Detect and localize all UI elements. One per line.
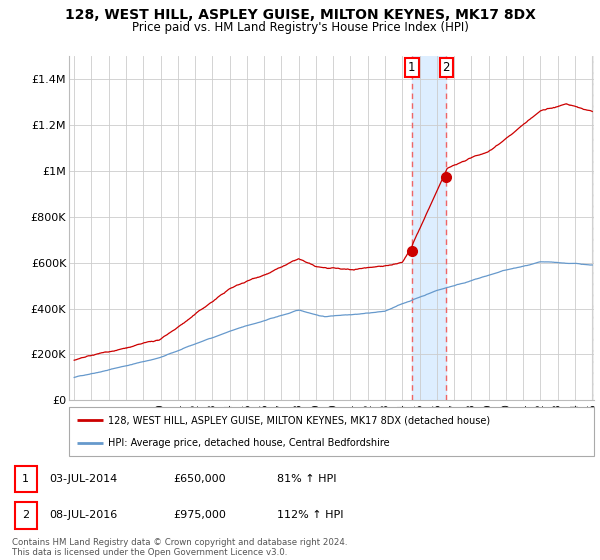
- Text: 1: 1: [408, 61, 416, 74]
- Text: 2: 2: [443, 61, 450, 74]
- Text: 1: 1: [22, 474, 29, 484]
- Text: 81% ↑ HPI: 81% ↑ HPI: [277, 474, 337, 484]
- Text: £975,000: £975,000: [173, 510, 226, 520]
- Text: 112% ↑ HPI: 112% ↑ HPI: [277, 510, 343, 520]
- Text: 03-JUL-2014: 03-JUL-2014: [49, 474, 118, 484]
- Bar: [15, 502, 37, 529]
- Text: Price paid vs. HM Land Registry's House Price Index (HPI): Price paid vs. HM Land Registry's House …: [131, 21, 469, 34]
- Bar: [592, 56, 599, 400]
- Text: 2: 2: [22, 510, 29, 520]
- Bar: [15, 466, 37, 492]
- Text: £650,000: £650,000: [173, 474, 226, 484]
- Text: Contains HM Land Registry data © Crown copyright and database right 2024.
This d: Contains HM Land Registry data © Crown c…: [12, 538, 347, 557]
- Text: 128, WEST HILL, ASPLEY GUISE, MILTON KEYNES, MK17 8DX (detached house): 128, WEST HILL, ASPLEY GUISE, MILTON KEY…: [109, 416, 491, 426]
- Text: 128, WEST HILL, ASPLEY GUISE, MILTON KEYNES, MK17 8DX: 128, WEST HILL, ASPLEY GUISE, MILTON KEY…: [65, 8, 535, 22]
- Text: 08-JUL-2016: 08-JUL-2016: [49, 510, 118, 520]
- Text: HPI: Average price, detached house, Central Bedfordshire: HPI: Average price, detached house, Cent…: [109, 438, 390, 448]
- Bar: [412, 56, 446, 400]
